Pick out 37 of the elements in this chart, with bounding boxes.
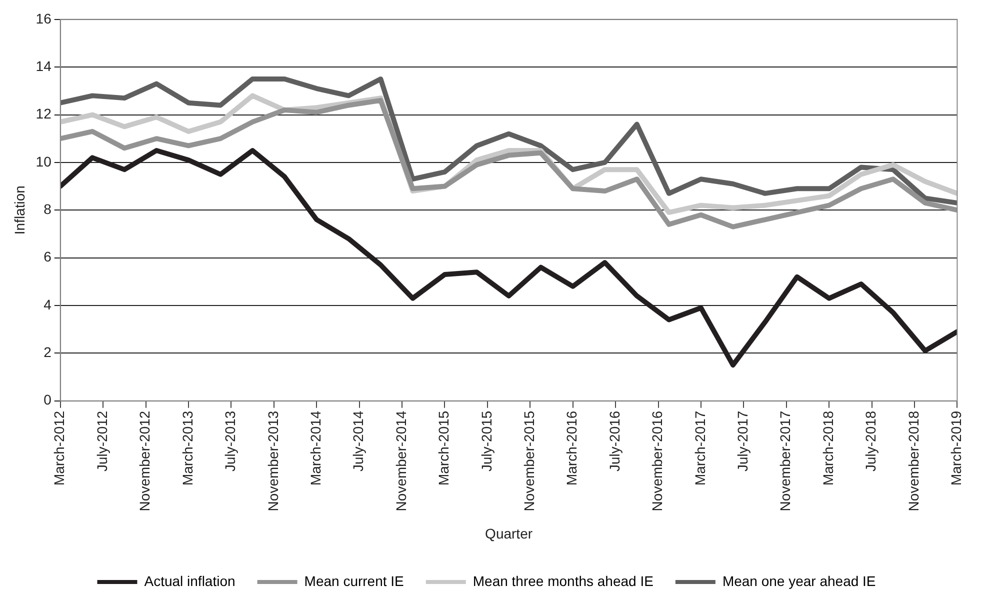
x-tick-label: November-2012	[136, 410, 153, 512]
x-tick-label: July-2016	[606, 410, 622, 472]
x-tick-label: March-2017	[692, 410, 708, 486]
x-tick-label: July-2014	[350, 410, 366, 472]
legend-label: Actual inflation	[144, 572, 236, 589]
x-tick-label: November-2013	[264, 410, 281, 512]
legend-label: Mean current IE	[304, 572, 404, 589]
legend-label: Mean one year ahead IE	[722, 572, 876, 589]
x-tick-label: November-2014	[392, 410, 409, 512]
y-axis-title: Inflation	[11, 186, 28, 235]
x-tick-label: March-2015	[436, 410, 452, 486]
x-tick-label: November-2015	[521, 410, 537, 512]
x-tick-label: March-2019	[948, 410, 964, 486]
y-tick-label: 4	[44, 296, 52, 312]
x-tick-label: March-2012	[51, 410, 68, 486]
y-tick-label: 10	[36, 153, 52, 170]
y-tick-label: 2	[44, 344, 52, 360]
x-tick-label: November-2016	[649, 410, 666, 512]
x-tick-label: March-2013	[179, 410, 196, 486]
x-tick-label: March-2016	[564, 410, 580, 486]
x-tick-label: July-2017	[734, 410, 751, 472]
x-tick-label: July-2012	[94, 410, 110, 472]
y-tick-label: 16	[36, 10, 52, 26]
x-tick-label: November-2018	[905, 410, 922, 512]
y-tick-label: 14	[36, 58, 52, 74]
x-tick-label: July-2013	[222, 410, 238, 472]
x-tick-label: July-2018	[862, 410, 879, 472]
y-tick-label: 8	[44, 200, 52, 217]
y-tick-label: 6	[44, 248, 52, 265]
x-tick-label: November-2017	[777, 410, 794, 512]
x-tick-label: July-2015	[478, 410, 494, 472]
y-tick-label: 12	[36, 106, 52, 122]
y-tick-label: 0	[44, 392, 52, 408]
x-axis-title: Quarter	[485, 525, 533, 542]
x-tick-label: March-2014	[307, 410, 324, 486]
legend-label: Mean three months ahead IE	[472, 572, 654, 589]
x-tick-label: March-2018	[820, 410, 836, 486]
